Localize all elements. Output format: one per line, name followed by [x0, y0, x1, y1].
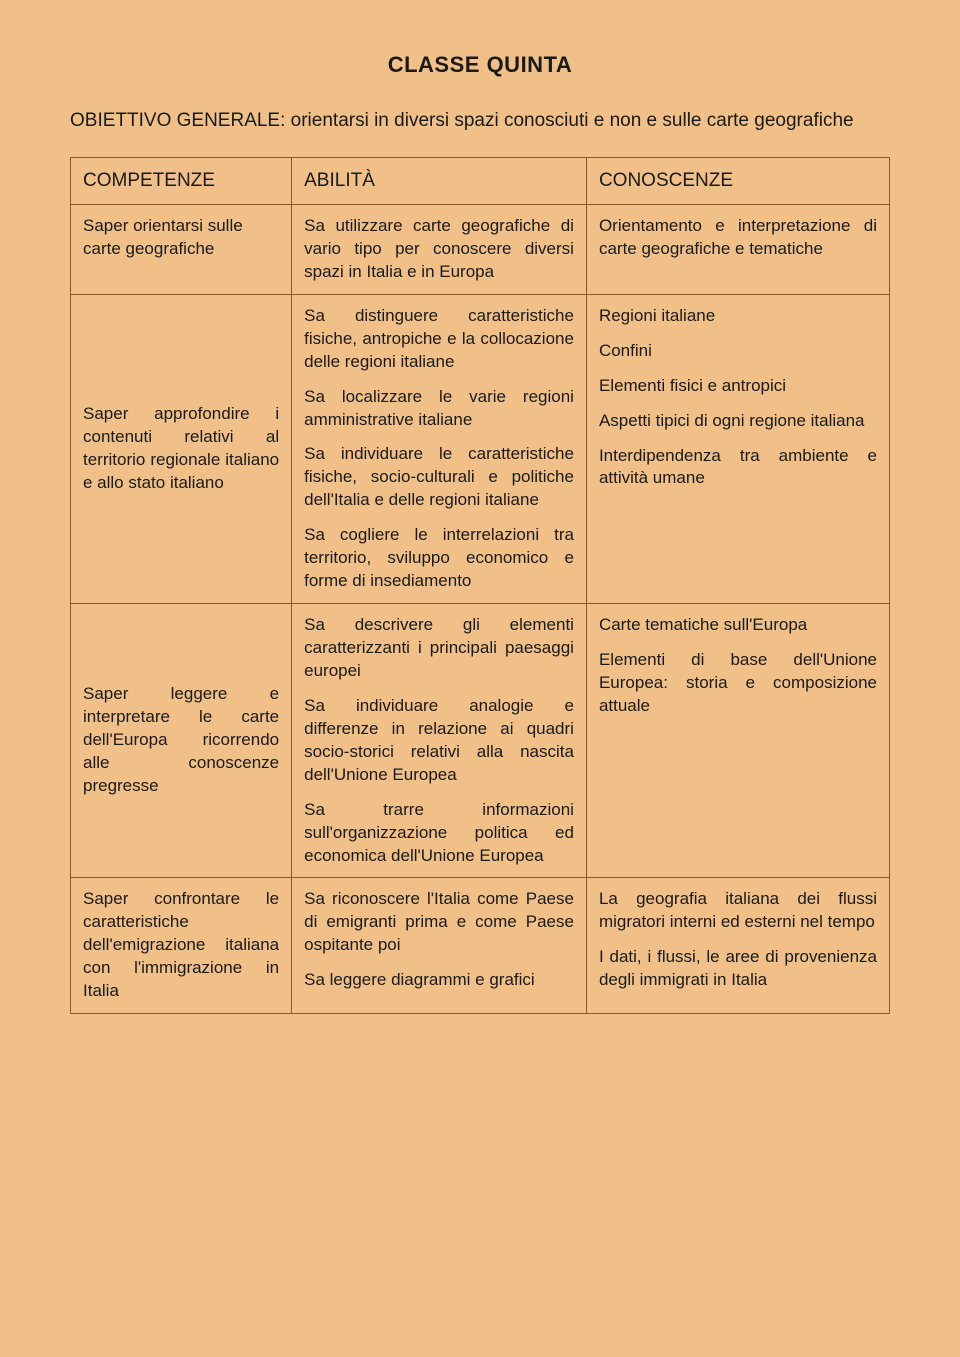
text: Saper orientarsi sulle carte geografiche — [83, 215, 279, 261]
table-row: Saper approfondire i contenuti relativi … — [71, 294, 890, 603]
text: Aspetti tipici di ogni regione italiana — [599, 410, 877, 433]
text: Confini — [599, 340, 877, 363]
text: Sa individuare analogie e differenze in … — [304, 695, 574, 787]
text: Elementi fisici e antropici — [599, 375, 877, 398]
table-row: Saper orientarsi sulle carte geografiche… — [71, 204, 890, 294]
cell-abilita: Sa descrivere gli elementi caratterizzan… — [292, 604, 587, 878]
cell-abilita: Sa utilizzare carte geografiche di vario… — [292, 204, 587, 294]
cell-competenze: Saper approfondire i contenuti relativi … — [71, 294, 292, 603]
text: Sa localizzare le varie regioni amminist… — [304, 386, 574, 432]
text: Sa trarre informazioni sull'organizzazio… — [304, 799, 574, 868]
text: Regioni italiane — [599, 305, 877, 328]
text: I dati, i flussi, le aree di provenienza… — [599, 946, 877, 992]
text: Sa riconoscere l'Italia come Paese di em… — [304, 888, 574, 957]
cell-conoscenze: La geografia italiana dei flussi migrato… — [586, 878, 889, 1014]
text: Sa individuare le caratteristiche fisich… — [304, 443, 574, 512]
table-row: Saper leggere e interpretare le carte de… — [71, 604, 890, 878]
table-header-row: COMPETENZE ABILITÀ CONOSCENZE — [71, 158, 890, 205]
header-competenze: COMPETENZE — [71, 158, 292, 205]
text: Sa distinguere caratteristiche fisiche, … — [304, 305, 574, 374]
text: Saper approfondire i contenuti relativi … — [83, 403, 279, 495]
cell-conoscenze: Orientamento e interpretazione di carte … — [586, 204, 889, 294]
page-title: CLASSE QUINTA — [70, 50, 890, 80]
text: Sa cogliere le interrelazioni tra territ… — [304, 524, 574, 593]
page-subtitle: OBIETTIVO GENERALE: orientarsi in divers… — [70, 108, 890, 134]
header-conoscenze: CONOSCENZE — [586, 158, 889, 205]
cell-competenze: Saper confrontare le caratteristiche del… — [71, 878, 292, 1014]
text: Carte tematiche sull'Europa — [599, 614, 877, 637]
text: Saper leggere e interpretare le carte de… — [83, 683, 279, 798]
text: Sa leggere diagrammi e grafici — [304, 969, 574, 992]
cell-abilita: Sa distinguere caratteristiche fisiche, … — [292, 294, 587, 603]
text: La geografia italiana dei flussi migrato… — [599, 888, 877, 934]
cell-competenze: Saper leggere e interpretare le carte de… — [71, 604, 292, 878]
text: Elementi di base dell'Unione Europea: st… — [599, 649, 877, 718]
cell-abilita: Sa riconoscere l'Italia come Paese di em… — [292, 878, 587, 1014]
cell-competenze: Saper orientarsi sulle carte geografiche — [71, 204, 292, 294]
text: Interdipendenza tra ambiente e attività … — [599, 445, 877, 491]
text: Sa utilizzare carte geografiche di vario… — [304, 215, 574, 284]
text: Sa descrivere gli elementi caratterizzan… — [304, 614, 574, 683]
text: Saper confrontare le caratteristiche del… — [83, 888, 279, 1003]
curriculum-table: COMPETENZE ABILITÀ CONOSCENZE Saper orie… — [70, 157, 890, 1014]
cell-conoscenze: Regioni italiane Confini Elementi fisici… — [586, 294, 889, 603]
table-row: Saper confrontare le caratteristiche del… — [71, 878, 890, 1014]
cell-conoscenze: Carte tematiche sull'Europa Elementi di … — [586, 604, 889, 878]
header-abilita: ABILITÀ — [292, 158, 587, 205]
text: Orientamento e interpretazione di carte … — [599, 215, 877, 261]
